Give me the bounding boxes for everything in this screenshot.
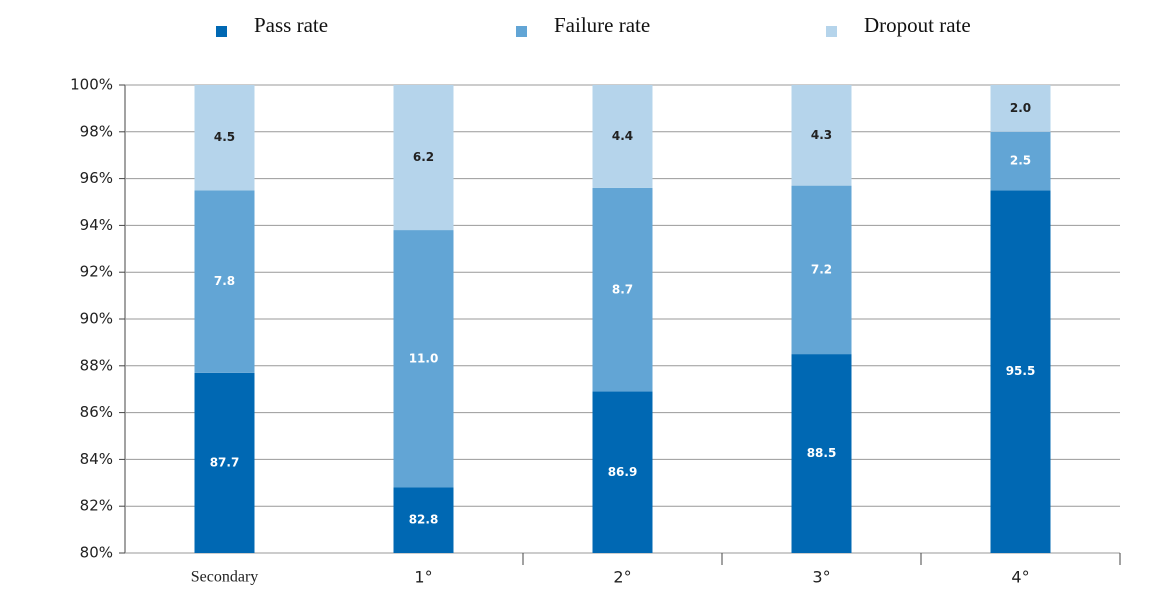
y-tick-label: 88% [80,356,113,374]
y-tick-label: 92% [80,263,113,281]
value-label: 86.9 [608,465,638,479]
legend-label: Pass rate [254,13,328,37]
x-tick-label: 4° [1011,568,1029,587]
x-tick-label: 1° [414,568,432,587]
legend-label: Dropout rate [864,13,971,37]
y-tick-label: 84% [80,450,113,468]
y-tick-label: 80% [80,544,113,562]
value-label: 6.2 [413,150,434,164]
bar-segment [791,85,852,186]
value-label: 7.8 [214,274,235,288]
value-label: 95.5 [1006,364,1036,378]
bar-segment [393,85,454,231]
value-label: 7.2 [811,262,832,276]
legend-label: Failure rate [554,13,650,37]
value-label: 87.7 [210,455,240,469]
x-tick-label: Secondary [191,569,259,586]
value-label: 2.5 [1010,154,1031,168]
bar-segment [194,85,255,191]
bar-segment [990,131,1051,191]
legend-swatch [826,26,837,37]
value-label: 82.8 [409,513,439,527]
bar-segment [791,354,852,553]
bar-segment [990,85,1051,132]
bar-segment [393,230,454,488]
value-label: 8.7 [612,282,633,296]
bar-segment [194,190,255,373]
value-label: 4.4 [612,129,633,143]
bar-segment [592,391,653,553]
bar-segment [393,487,454,553]
x-tick-label: 3° [812,568,830,587]
value-label: 4.3 [811,128,832,142]
bar-segment [592,85,653,188]
value-label: 11.0 [409,351,439,365]
legend-swatch [216,26,227,37]
y-tick-label: 98% [80,122,113,140]
bar-segment [990,190,1051,554]
bar-segment [592,187,653,392]
y-tick-label: 86% [80,403,113,421]
y-tick-label: 90% [80,310,113,328]
x-tick-label: 2° [613,568,631,587]
value-label: 88.5 [807,446,837,460]
y-tick-label: 82% [80,497,113,515]
y-tick-label: 100% [70,76,113,94]
value-label: 4.5 [214,130,235,144]
value-label: 2.0 [1010,101,1031,115]
bar-segment [194,372,255,553]
y-tick-label: 96% [80,169,113,187]
bar-segment [791,185,852,355]
y-tick-label: 94% [80,216,113,234]
legend-swatch [516,26,527,37]
